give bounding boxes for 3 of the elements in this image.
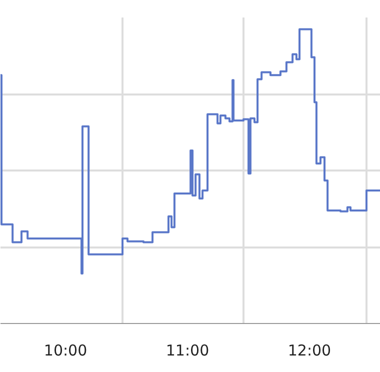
- x-tick-label: 11:00: [166, 342, 210, 360]
- x-tick-label: 12:00: [288, 342, 332, 360]
- x-tick-label: 10:00: [44, 342, 88, 360]
